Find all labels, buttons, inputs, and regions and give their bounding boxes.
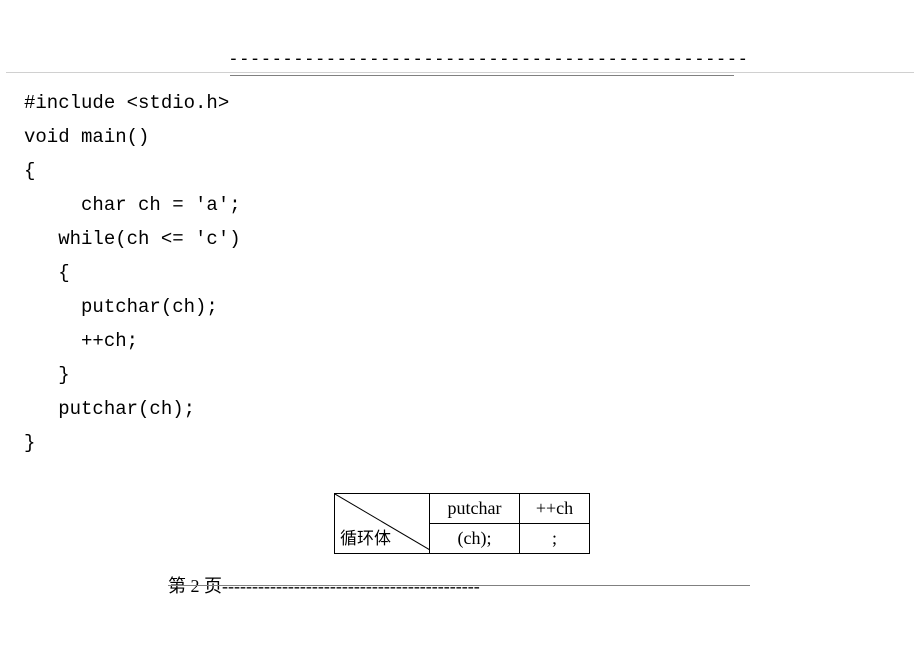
code-line: void main() — [24, 126, 149, 148]
code-line: ++ch; — [24, 330, 138, 352]
code-line: putchar(ch); — [24, 296, 218, 318]
code-line: putchar(ch); — [24, 398, 195, 420]
code-line: { — [24, 262, 70, 284]
top-separator-dashes: ----------------------------------------… — [228, 48, 750, 69]
footer-dashes: ----------------------------------------… — [222, 576, 480, 596]
table-cell: ; — [520, 524, 590, 554]
table-cell: putchar — [430, 494, 520, 524]
table-cell: ++ch — [520, 494, 590, 524]
diagonal-header-cell: 循环体 — [335, 494, 430, 554]
code-line: char ch = 'a'; — [24, 194, 241, 216]
trace-table: 循环体 putchar ++ch (ch); ; — [334, 493, 590, 554]
code-line: while(ch <= 'c') — [24, 228, 241, 250]
table-cell: (ch); — [430, 524, 520, 554]
horizontal-rule-dark — [230, 75, 734, 76]
horizontal-rule-light — [6, 72, 914, 73]
diagonal-label: 循环体 — [340, 524, 391, 549]
table-row: 循环体 putchar ++ch — [335, 494, 590, 524]
page-number-label: 第 2 页 — [168, 576, 222, 596]
code-line: } — [24, 364, 70, 386]
code-line: { — [24, 160, 35, 182]
footer-rule — [168, 585, 750, 586]
code-line: } — [24, 432, 35, 454]
code-line: #include <stdio.h> — [24, 92, 229, 114]
code-listing: #include <stdio.h> void main() { char ch… — [24, 86, 241, 460]
